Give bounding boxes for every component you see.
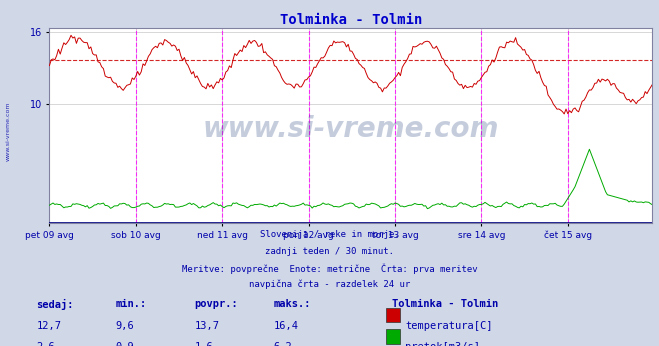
Text: temperatura[C]: temperatura[C] [405,321,493,331]
Text: www.si-vreme.com: www.si-vreme.com [5,102,11,161]
Text: 6,2: 6,2 [273,342,292,346]
Text: 2,6: 2,6 [36,342,55,346]
Text: 9,6: 9,6 [115,321,134,331]
Text: povpr.:: povpr.: [194,299,238,309]
Title: Tolminka - Tolmin: Tolminka - Tolmin [279,12,422,27]
Text: navpična črta - razdelek 24 ur: navpična črta - razdelek 24 ur [249,280,410,289]
Text: 1,6: 1,6 [194,342,213,346]
Text: min.:: min.: [115,299,146,309]
Text: Slovenija / reke in morje.: Slovenija / reke in morje. [260,230,399,239]
Text: 0,9: 0,9 [115,342,134,346]
Text: 13,7: 13,7 [194,321,219,331]
Text: maks.:: maks.: [273,299,311,309]
Text: 16,4: 16,4 [273,321,299,331]
Text: Tolminka - Tolmin: Tolminka - Tolmin [392,299,498,309]
Text: pretok[m3/s]: pretok[m3/s] [405,342,480,346]
Text: sedaj:: sedaj: [36,299,74,310]
Text: www.si-vreme.com: www.si-vreme.com [203,115,499,143]
Text: Meritve: povprečne  Enote: metrične  Črta: prva meritev: Meritve: povprečne Enote: metrične Črta:… [182,263,477,274]
Text: 12,7: 12,7 [36,321,61,331]
Text: zadnji teden / 30 minut.: zadnji teden / 30 minut. [265,247,394,256]
